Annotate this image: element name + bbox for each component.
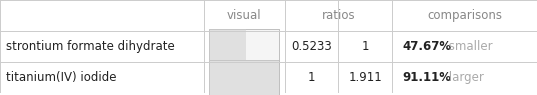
Text: 1.911: 1.911 (349, 71, 382, 84)
FancyBboxPatch shape (209, 60, 279, 95)
FancyBboxPatch shape (209, 29, 246, 64)
Text: ratios: ratios (322, 9, 355, 22)
Text: comparisons: comparisons (427, 9, 502, 22)
Text: visual: visual (227, 9, 262, 22)
Text: titanium(IV) iodide: titanium(IV) iodide (6, 71, 117, 84)
Text: 91.11%: 91.11% (403, 71, 452, 84)
FancyBboxPatch shape (209, 60, 279, 95)
Text: 0.5233: 0.5233 (291, 40, 332, 53)
FancyBboxPatch shape (209, 29, 279, 64)
Text: 1: 1 (361, 40, 369, 53)
Text: 47.67%: 47.67% (403, 40, 452, 53)
Text: larger: larger (445, 71, 483, 84)
Text: smaller: smaller (445, 40, 492, 53)
Text: 1: 1 (308, 71, 315, 84)
Text: strontium formate dihydrate: strontium formate dihydrate (6, 40, 175, 53)
